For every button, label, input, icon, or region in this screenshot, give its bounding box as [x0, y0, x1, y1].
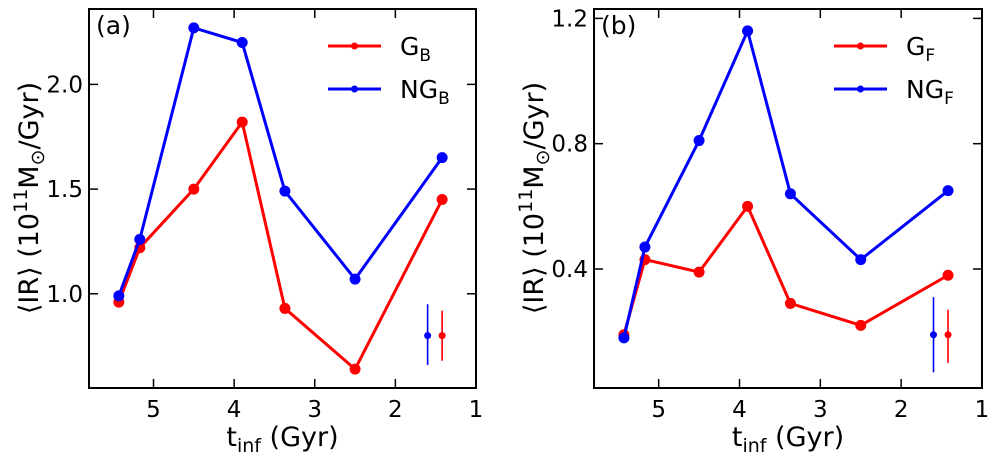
- data-point: [113, 290, 125, 302]
- x-axis-label: tinf (Gyr): [226, 422, 338, 457]
- data-point: [436, 194, 448, 206]
- panel-label: (a): [96, 11, 131, 40]
- data-point: [134, 233, 146, 245]
- y-axis-label-sup: 11: [10, 189, 32, 213]
- x-axis-label-sub: inf: [237, 435, 262, 457]
- axes-frame: [88, 8, 477, 389]
- x-tick-label: 5: [146, 397, 161, 423]
- y-axis-label-mid: M: [519, 165, 550, 188]
- data-point: [693, 266, 705, 278]
- data-point: [236, 37, 248, 49]
- legend-marker: [351, 42, 358, 50]
- x-tick-label: 1: [975, 397, 990, 423]
- x-axis-label-unit: (Gyr): [766, 422, 844, 453]
- error-bar-point: [424, 332, 432, 340]
- y-tick-label: 1.2: [551, 6, 588, 32]
- data-point: [279, 302, 291, 314]
- data-point: [188, 183, 200, 195]
- data-point: [279, 185, 291, 197]
- series-line-ngb: [117, 25, 444, 297]
- data-point: [693, 135, 705, 147]
- series-line-gb: [117, 118, 444, 372]
- x-tick-label: 3: [307, 397, 322, 423]
- error-bar-point: [930, 331, 937, 339]
- x-axis-label-main: t: [732, 422, 743, 453]
- legend-marker: [857, 85, 864, 93]
- data-point: [236, 116, 248, 128]
- y-axis-label-pre: ⟨IR⟩ (10: [519, 213, 550, 314]
- data-point: [855, 254, 867, 266]
- y-axis-label-mid: M: [14, 165, 45, 188]
- error-bar-point: [944, 331, 952, 339]
- y-axis-label: ⟨IR⟩ (1011M⊙/Gyr): [515, 82, 554, 314]
- axes-frame: [593, 8, 983, 389]
- legend-label-sub: F: [925, 46, 935, 66]
- legend-label-sub: B: [438, 89, 450, 109]
- x-tick-label: 1: [469, 397, 484, 423]
- y-axis-label-pre: ⟨IR⟩ (10: [14, 213, 45, 314]
- x-tick-label: 4: [227, 397, 242, 423]
- data-point: [349, 273, 361, 285]
- data-point: [942, 185, 954, 197]
- legend-label: NGB: [400, 75, 450, 109]
- x-tick-label: 4: [732, 397, 747, 423]
- data-point: [784, 188, 796, 200]
- legend-label-sub: F: [944, 89, 954, 109]
- legend-label: GB: [400, 32, 431, 66]
- panel-b: 5 4 3 2 1 0.4 0.8 1.2 tinf (Gyr) ⟨IR⟩ (1011M⊙/Gyr…: [515, 6, 989, 457]
- data-point: [349, 363, 361, 375]
- x-tick-label: 5: [651, 397, 666, 423]
- x-axis-label: tinf (Gyr): [732, 422, 844, 457]
- y-axis-label-sub: ⊙: [27, 149, 49, 165]
- data-point: [784, 297, 796, 309]
- y-tick-label: 2.0: [46, 72, 83, 98]
- data-point: [942, 269, 954, 281]
- y-axis-label-post: /Gyr): [519, 82, 550, 150]
- x-tick-label: 2: [894, 397, 909, 423]
- data-point: [639, 241, 651, 253]
- data-point: [188, 22, 200, 34]
- data-point: [436, 152, 448, 164]
- legend-label-main: G: [400, 32, 419, 61]
- legend-label: GF: [906, 32, 935, 66]
- legend-label-sub: B: [419, 46, 431, 66]
- legend-marker: [351, 85, 358, 93]
- data-point: [618, 332, 630, 344]
- x-axis-label-main: t: [226, 422, 237, 453]
- legend-marker: [857, 42, 864, 50]
- panel-a: 5 4 3 2 1 1.0 1.5 2.0 tinf (Gyr) ⟨IR⟩ (1011M⊙/Gyr…: [10, 8, 484, 457]
- y-tick-label: 0.8: [551, 132, 588, 158]
- legend-label: NGF: [906, 75, 954, 109]
- y-tick-label: 1.0: [46, 282, 83, 308]
- y-axis-label-post: /Gyr): [14, 82, 45, 150]
- x-tick-label: 2: [388, 397, 403, 423]
- legend-label-main: G: [906, 32, 925, 61]
- error-bar-point: [438, 332, 446, 340]
- data-point: [855, 319, 867, 331]
- y-axis-label-sub: ⊙: [532, 149, 554, 165]
- data-point: [742, 25, 754, 37]
- legend-label-main: NG: [400, 75, 438, 104]
- panel-label: (b): [601, 11, 636, 40]
- series-line-gf: [622, 203, 949, 336]
- x-axis-label-unit: (Gyr): [261, 422, 339, 453]
- legend-label-main: NG: [906, 75, 944, 104]
- y-axis-label: ⟨IR⟩ (1011M⊙/Gyr): [10, 82, 49, 314]
- y-tick-label: 0.4: [551, 257, 588, 283]
- y-tick-label: 1.5: [46, 177, 83, 203]
- x-axis-label-sub: inf: [742, 435, 767, 457]
- y-axis-label-sup: 11: [515, 189, 537, 213]
- x-tick-label: 3: [813, 397, 828, 423]
- data-point: [742, 200, 754, 212]
